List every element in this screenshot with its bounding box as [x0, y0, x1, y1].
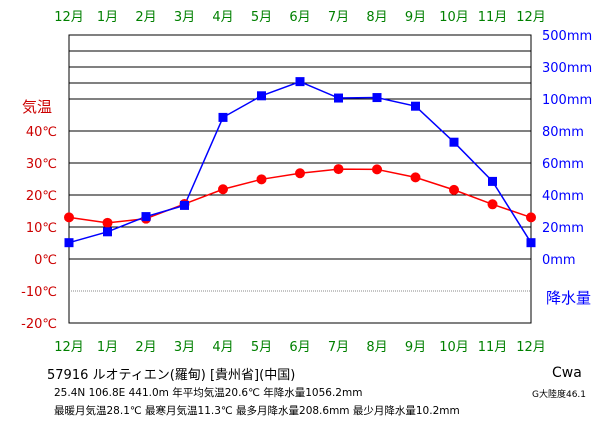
precipitation-point — [449, 137, 459, 147]
temperature-tick-label: 30℃ — [26, 157, 57, 172]
month-label-bottom: 4月 — [212, 340, 233, 355]
precipitation-point — [218, 112, 228, 122]
precipitation-tick-label: 0mm — [542, 253, 576, 268]
temperature-point — [218, 184, 228, 195]
temperature-point — [526, 212, 536, 223]
month-label-bottom: 7月 — [328, 340, 349, 355]
temperature-point — [487, 199, 498, 210]
precipitation-line — [68, 80, 532, 244]
month-label-top: 8月 — [366, 10, 387, 25]
precipitation-point — [257, 91, 266, 101]
month-label-bottom: 10月 — [439, 340, 469, 355]
station-summary: 25.4N 106.8E 441.0m 年平均気温20.6℃ 年降水量1056.… — [54, 387, 363, 399]
month-label-top: 12月 — [516, 10, 546, 25]
precipitation-tick-label: 20mm — [542, 221, 584, 236]
precipitation-tick-label: 40mm — [542, 189, 584, 204]
temperature-tick-label: -20℃ — [21, 317, 57, 332]
month-label-bottom: 3月 — [174, 340, 195, 355]
koppen-class: Cwa — [552, 365, 582, 381]
temperature-point — [449, 184, 459, 195]
month-label-top: 9月 — [405, 10, 426, 25]
precipitation-point — [295, 77, 305, 87]
precipitation-tick-label: 300mm — [542, 61, 592, 76]
precipitation-tick-label: 500mm — [542, 29, 592, 44]
temperature-axis-title: 気温 — [22, 98, 52, 116]
temperature-point — [256, 174, 267, 185]
month-label-bottom: 5月 — [251, 340, 272, 355]
month-label-top: 12月 — [54, 10, 84, 25]
month-label-top: 11月 — [478, 10, 508, 25]
month-label-bottom: 11月 — [478, 340, 508, 355]
month-label-top: 2月 — [135, 10, 156, 25]
precipitation-axis: 500mm 300mm 100mm 80mm 60mm 40mm 20mm 0mm 降水量 — [542, 29, 592, 307]
month-label-bottom: 6月 — [289, 340, 310, 355]
precipitation-point — [372, 93, 382, 103]
precipitation-point — [411, 101, 420, 111]
month-label-bottom: 12月 — [54, 340, 84, 355]
month-label-bottom: 12月 — [516, 340, 546, 355]
precipitation-point — [64, 238, 74, 248]
month-label-top: 6月 — [289, 10, 310, 25]
temperature-tick-label: 20℃ — [26, 189, 57, 204]
precipitation-axis-title: 降水量 — [546, 289, 591, 307]
month-label-bottom: 1月 — [97, 340, 118, 355]
station-extremes: 最暖月気温28.1℃ 最寒月気温11.3℃ 最多月降水量208.6mm 最少月降… — [54, 405, 460, 417]
precipitation-point — [103, 227, 112, 237]
precipitation-tick-label: 60mm — [542, 157, 584, 172]
month-label-bottom: 9月 — [405, 340, 426, 355]
month-label-top: 5月 — [251, 10, 272, 25]
month-label-top: 7月 — [328, 10, 349, 25]
temperature-point — [64, 212, 74, 223]
month-labels-top: 12月 1月 2月 3月 4月 5月 6月 7月 8月 9月 10月 11月 12月 — [54, 10, 546, 25]
temperature-axis: 気温 40℃ 30℃ 20℃ 10℃ 0℃ -10℃ -20℃ — [21, 98, 57, 332]
month-label-top: 4月 — [212, 10, 233, 25]
temperature-point — [410, 172, 421, 183]
precipitation-tick-label: 80mm — [542, 125, 584, 140]
temperature-point — [372, 164, 382, 175]
temperature-point — [295, 168, 305, 179]
temperature-tick-label: -10℃ — [21, 285, 57, 300]
month-label-top: 3月 — [174, 10, 195, 25]
month-label-bottom: 2月 — [135, 340, 156, 355]
month-label-top: 1月 — [97, 10, 118, 25]
month-label-bottom: 8月 — [366, 340, 387, 355]
precipitation-point — [488, 176, 497, 186]
precipitation-point — [334, 93, 343, 103]
precipitation-tick-label: 100mm — [542, 93, 592, 108]
grid-lines — [68, 34, 532, 324]
month-label-top: 10月 — [439, 10, 469, 25]
month-labels-bottom: 12月 1月 2月 3月 4月 5月 6月 7月 8月 9月 10月 11月 12月 — [54, 340, 546, 355]
station-name: 57916 ルオティエン(羅甸) [貴州省](中国) — [47, 368, 296, 383]
continentality-index: G大陸度46.1 — [532, 390, 587, 400]
temperature-tick-label: 0℃ — [34, 253, 57, 268]
precipitation-point — [526, 238, 536, 248]
temperature-tick-label: 40℃ — [26, 125, 57, 140]
precipitation-point — [141, 212, 151, 222]
data-series — [64, 77, 536, 248]
temperature-tick-label: 10℃ — [26, 221, 57, 236]
precipitation-point — [180, 200, 189, 210]
temperature-point — [102, 217, 113, 228]
temperature-point — [333, 164, 344, 175]
